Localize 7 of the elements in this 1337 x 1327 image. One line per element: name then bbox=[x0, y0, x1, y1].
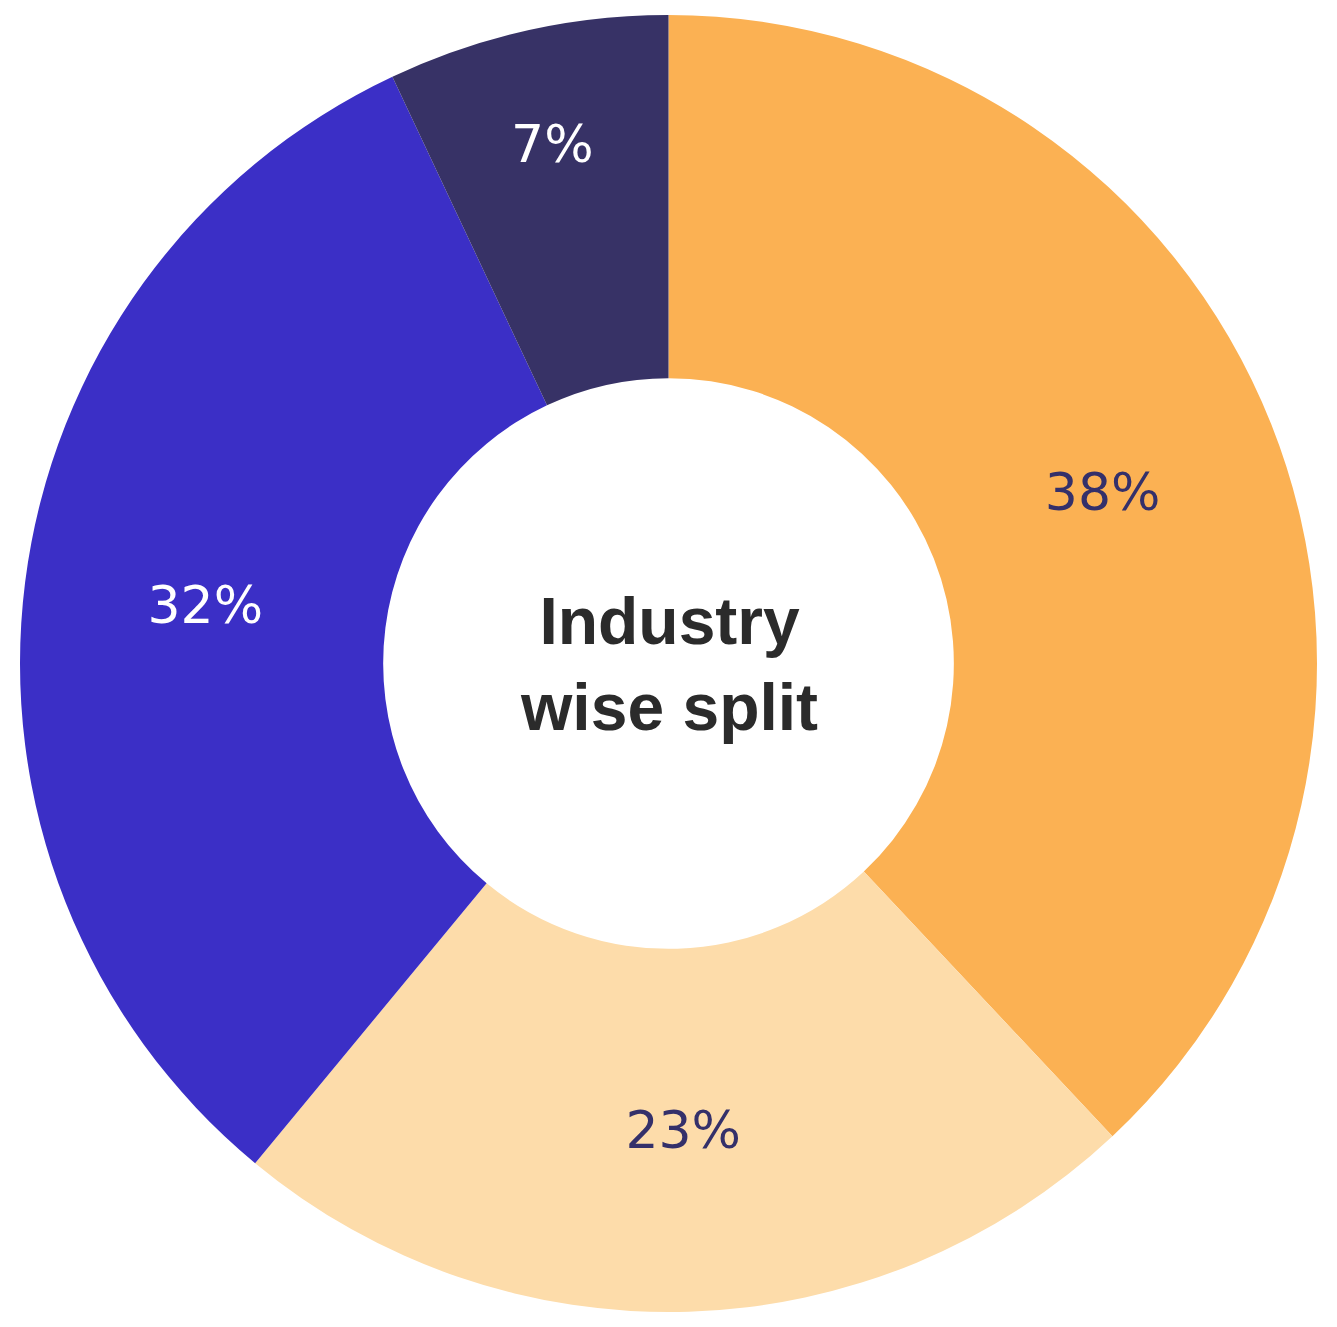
data-label: 38% bbox=[1044, 461, 1161, 522]
donut-slice bbox=[255, 871, 1113, 1312]
data-label: 7% bbox=[511, 113, 594, 174]
donut-slice bbox=[392, 15, 669, 406]
text: Industry wise split bbox=[520, 584, 819, 744]
data-label: 23% bbox=[625, 1100, 741, 1161]
data-label: 32% bbox=[147, 574, 264, 635]
